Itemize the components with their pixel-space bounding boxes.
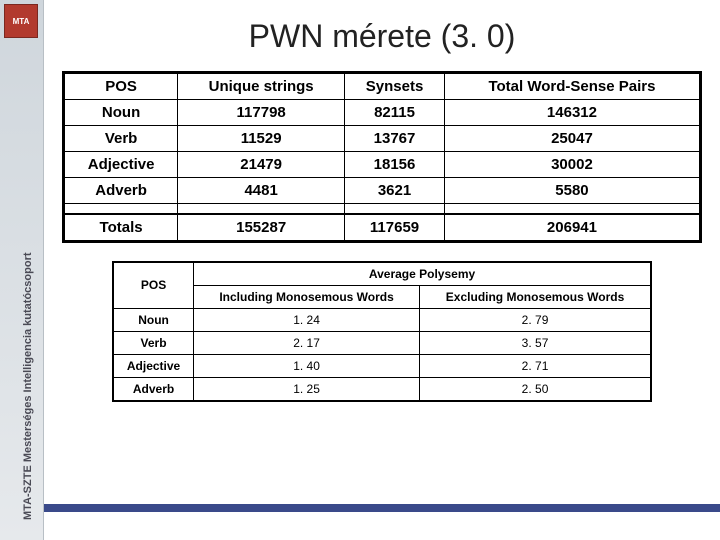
cell: 1. 25 bbox=[194, 377, 420, 401]
cell: 5580 bbox=[444, 178, 700, 204]
spacer-row bbox=[64, 204, 701, 214]
th-synsets: Synsets bbox=[345, 73, 445, 100]
table-row: Verb 2. 17 3. 57 bbox=[113, 331, 651, 354]
cell: 3. 57 bbox=[420, 331, 651, 354]
cell: Verb bbox=[64, 126, 178, 152]
cell: Adjective bbox=[64, 152, 178, 178]
cell: 2. 17 bbox=[194, 331, 420, 354]
cell: 1. 40 bbox=[194, 354, 420, 377]
cell: 25047 bbox=[444, 126, 700, 152]
table-row: Verb 11529 13767 25047 bbox=[64, 126, 701, 152]
table-subheader-row: Including Monosemous Words Excluding Mon… bbox=[113, 285, 651, 308]
table-header-row: POS Average Polysemy bbox=[113, 262, 651, 286]
cell: 4481 bbox=[178, 178, 345, 204]
th-avg: Average Polysemy bbox=[194, 262, 651, 286]
cell: 11529 bbox=[178, 126, 345, 152]
cell: 146312 bbox=[444, 100, 700, 126]
table-row: Adjective 21479 18156 30002 bbox=[64, 152, 701, 178]
footer-bar bbox=[44, 504, 720, 512]
th-pos: POS bbox=[64, 73, 178, 100]
cell: Totals bbox=[64, 214, 178, 242]
slide-content: PWN mérete (3. 0) POS Unique strings Syn… bbox=[44, 0, 720, 540]
cell: 155287 bbox=[178, 214, 345, 242]
cell: 117659 bbox=[345, 214, 445, 242]
table-row: Adverb 1. 25 2. 50 bbox=[113, 377, 651, 401]
cell: Noun bbox=[113, 308, 194, 331]
cell: 21479 bbox=[178, 152, 345, 178]
cell: 82115 bbox=[345, 100, 445, 126]
cell: 2. 50 bbox=[420, 377, 651, 401]
table-row: Noun 117798 82115 146312 bbox=[64, 100, 701, 126]
cell: 2. 71 bbox=[420, 354, 651, 377]
table-row: Adjective 1. 40 2. 71 bbox=[113, 354, 651, 377]
cell: Verb bbox=[113, 331, 194, 354]
cell: 206941 bbox=[444, 214, 700, 242]
sidebar-vertical-text: MTA-SZTE Mesterséges Intelligencia kutat… bbox=[22, 20, 34, 520]
sidebar: MTA MTA-SZTE Mesterséges Intelligencia k… bbox=[0, 0, 44, 540]
cell: 2. 79 bbox=[420, 308, 651, 331]
th-pos: POS bbox=[113, 262, 194, 309]
totals-row: Totals 155287 117659 206941 bbox=[64, 214, 701, 242]
th-pairs: Total Word-Sense Pairs bbox=[444, 73, 700, 100]
polysemy-table: POS Average Polysemy Including Monosemou… bbox=[112, 261, 652, 402]
cell: Adjective bbox=[113, 354, 194, 377]
page-title: PWN mérete (3. 0) bbox=[62, 18, 702, 55]
th-excluding: Excluding Monosemous Words bbox=[420, 285, 651, 308]
size-table: POS Unique strings Synsets Total Word-Se… bbox=[62, 71, 702, 243]
cell: Adverb bbox=[64, 178, 178, 204]
cell: 117798 bbox=[178, 100, 345, 126]
cell: 30002 bbox=[444, 152, 700, 178]
th-including: Including Monosemous Words bbox=[194, 285, 420, 308]
cell: 18156 bbox=[345, 152, 445, 178]
cell: 3621 bbox=[345, 178, 445, 204]
th-unique: Unique strings bbox=[178, 73, 345, 100]
cell: 13767 bbox=[345, 126, 445, 152]
cell: Noun bbox=[64, 100, 178, 126]
table-row: Adverb 4481 3621 5580 bbox=[64, 178, 701, 204]
table-row: Noun 1. 24 2. 79 bbox=[113, 308, 651, 331]
cell: 1. 24 bbox=[194, 308, 420, 331]
table-header-row: POS Unique strings Synsets Total Word-Se… bbox=[64, 73, 701, 100]
cell: Adverb bbox=[113, 377, 194, 401]
